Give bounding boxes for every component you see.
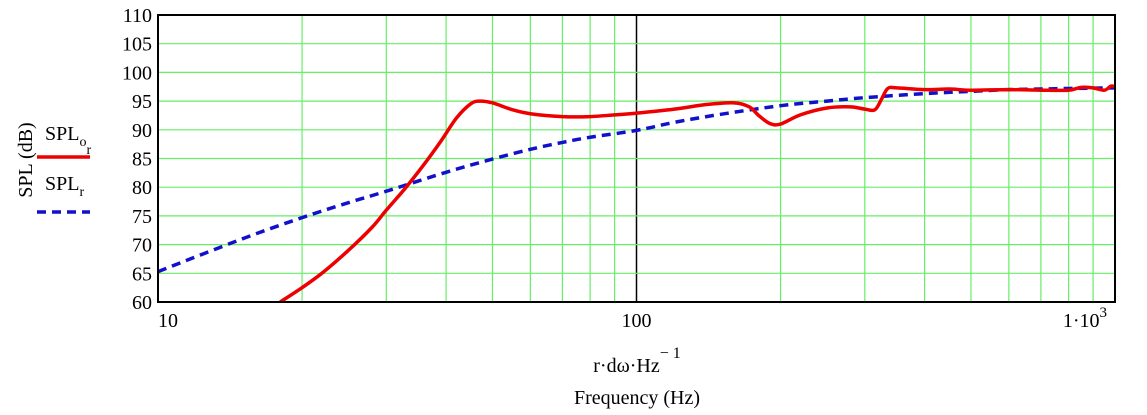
legend-model-name: SPL	[45, 173, 79, 195]
x-tick-label-base: 100	[622, 310, 652, 332]
legend-measured-name: SPL	[45, 123, 79, 145]
y-tick-label: 85	[132, 149, 152, 171]
x-tick-label-base: 10	[158, 310, 178, 332]
x-axis-expression: r·dω·Hz− 1	[593, 345, 681, 377]
legend: SPLor SPLr	[37, 123, 91, 214]
y-tick-label: 100	[122, 62, 152, 84]
tick-labels: 60 65 70 75 80 85 90 95 100 105 110 10 100 1·103	[122, 5, 1107, 332]
legend-label-measured: SPLor	[45, 123, 91, 158]
y-tick-label: 90	[132, 120, 152, 142]
y-tick-label: 70	[132, 235, 152, 257]
x-tick-label: 10	[158, 310, 178, 332]
y-axis-label: SPL (dB)	[15, 122, 37, 197]
y-tick-label: 110	[123, 5, 152, 27]
legend-label-model: SPLr	[45, 173, 84, 200]
x-tick-label: 100	[622, 310, 652, 332]
y-tick-label: 75	[132, 206, 152, 228]
x-axis-expression-base: r·dω·Hz	[593, 355, 660, 377]
legend-model-subscript: r	[79, 185, 84, 200]
series-line-measured	[279, 84, 1115, 302]
y-tick-label: 95	[132, 91, 152, 113]
y-tick-label: 65	[132, 263, 152, 285]
x-tick-label-base: 1·10	[1063, 310, 1100, 332]
x-tick-label-exponent: 3	[1100, 305, 1108, 321]
y-tick-label: 105	[122, 34, 152, 56]
gridlines	[158, 15, 1115, 302]
y-tick-label: 80	[132, 177, 152, 199]
plot-frame	[157, 14, 1116, 303]
legend-measured-subscript: o	[79, 135, 86, 150]
plot-series	[158, 84, 1115, 302]
x-tick-label: 1·103	[1063, 305, 1107, 332]
y-tick-label: 60	[132, 292, 152, 314]
x-axis-expression-exponent: − 1	[660, 345, 681, 362]
legend-measured-subsubscript: r	[86, 143, 91, 158]
x-axis-label: Frequency (Hz)	[574, 387, 700, 409]
